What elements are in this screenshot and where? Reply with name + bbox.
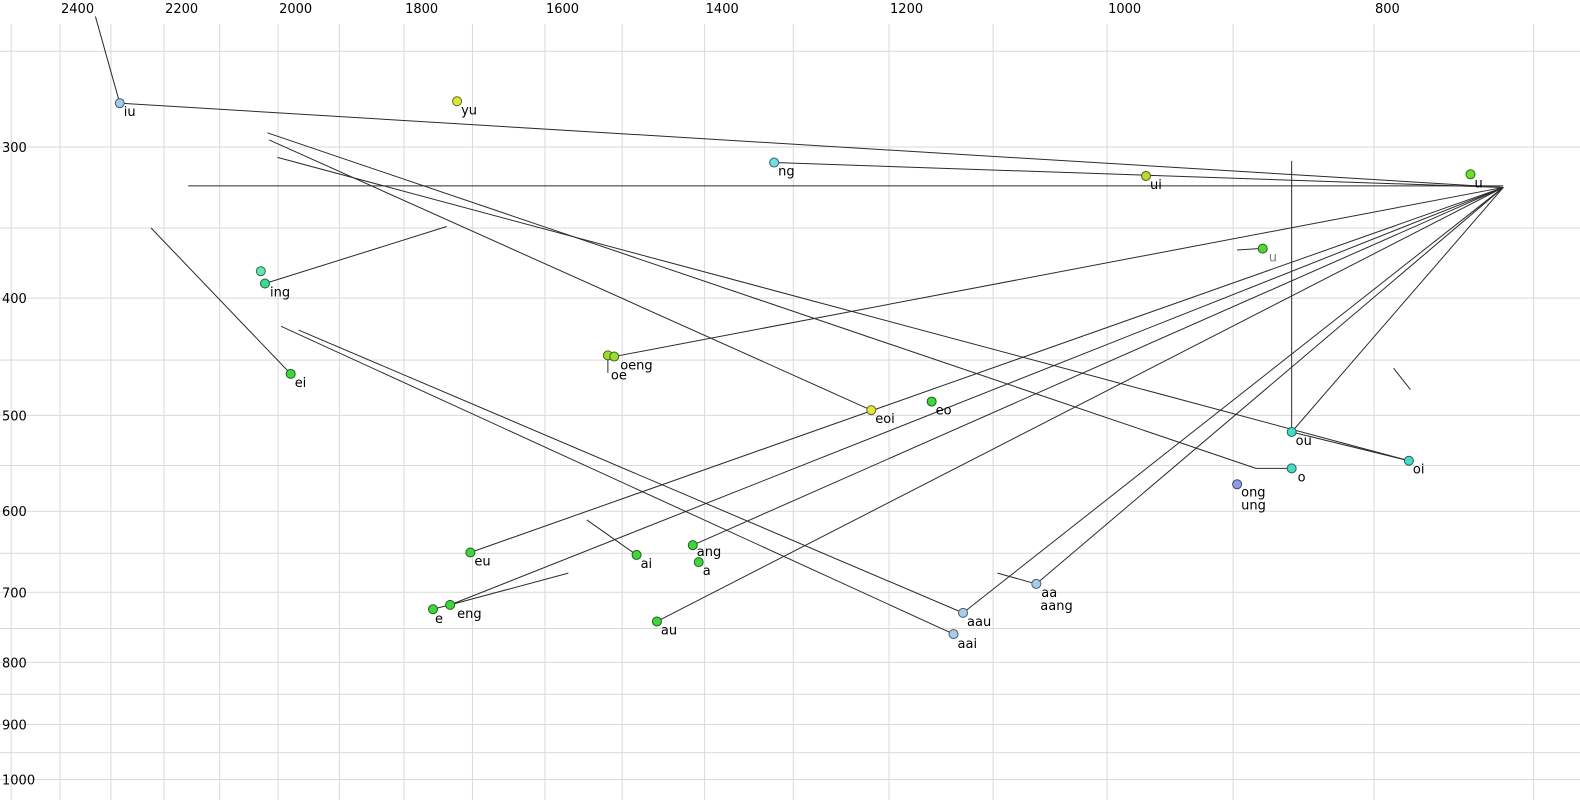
vowel-point-ang bbox=[687, 540, 698, 551]
vowel-label-a: a bbox=[703, 564, 711, 579]
vowel-label-ung: ung bbox=[1241, 498, 1266, 513]
vowel-point-iu bbox=[114, 98, 125, 109]
trajectory-line-ng-to-u bbox=[774, 162, 1504, 188]
trajectory-line-u2-connector bbox=[1237, 248, 1259, 251]
x-tick-label-1400: 1400 bbox=[706, 2, 739, 17]
vowel-label-e: e bbox=[435, 612, 443, 627]
vowel-point-aau bbox=[958, 607, 969, 618]
vowel-point-ou bbox=[1286, 426, 1297, 437]
vowel-label-aang: aang bbox=[1040, 599, 1072, 614]
vowel-point-ng bbox=[769, 157, 780, 168]
vowel-point-ei bbox=[285, 368, 296, 379]
vowel-point-u bbox=[1465, 169, 1476, 180]
x-tick-label-1200: 1200 bbox=[890, 2, 923, 17]
vowel-point-oi bbox=[1403, 455, 1414, 466]
trajectory-line-aa-stub bbox=[997, 572, 1037, 585]
vowel-point-oeng bbox=[609, 351, 620, 362]
trajectory-line-eoi-line bbox=[268, 139, 872, 411]
vowel-point-ing bbox=[259, 278, 270, 289]
x-tick-label-2000: 2000 bbox=[279, 2, 312, 17]
x-tick-label-800: 800 bbox=[1375, 2, 1400, 17]
trajectory-line-ei-line bbox=[150, 227, 292, 375]
vowel-label-u2: u bbox=[1269, 251, 1277, 266]
trajectory-line-oeng-to-u bbox=[614, 186, 1504, 358]
trajectory-line-eng-to-u bbox=[449, 186, 1504, 606]
y-tick-label-500: 500 bbox=[2, 409, 27, 424]
vowel-point-ui bbox=[1141, 170, 1152, 181]
trajectory-line-eng-short bbox=[450, 572, 569, 606]
trajectory-line-ai-line bbox=[586, 519, 637, 556]
trajectory-line-aau-line bbox=[298, 329, 964, 614]
trajectory-line-right-stub bbox=[1393, 367, 1411, 390]
trajectory-line-ou-to-u bbox=[1291, 187, 1504, 433]
vowel-label-aa: aa bbox=[1041, 586, 1057, 601]
vowel-label-ing: ing bbox=[270, 286, 290, 301]
vowel-point-ong bbox=[1232, 479, 1243, 490]
vowel-point-a bbox=[693, 557, 704, 568]
vowel-point-ing-upper bbox=[255, 266, 266, 277]
vowel-label-ei: ei bbox=[295, 376, 307, 391]
vowel-point-au bbox=[651, 616, 662, 627]
vowel-label-aau: aau bbox=[967, 615, 991, 630]
y-tick-label-700: 700 bbox=[2, 586, 27, 601]
vowel-point-o bbox=[1286, 463, 1297, 474]
trajectory-line-o-line bbox=[267, 132, 1257, 469]
trajectory-line-iu-to-u bbox=[119, 102, 1504, 188]
vowel-point-aa bbox=[1031, 578, 1042, 589]
vowel-label-ou: ou bbox=[1296, 434, 1312, 449]
vowel-point-eng bbox=[445, 599, 456, 610]
x-tick-label-1800: 1800 bbox=[405, 2, 438, 17]
trajectory-line-i-stub bbox=[94, 16, 121, 104]
y-tick-label-400: 400 bbox=[2, 292, 27, 307]
x-tick-label-2200: 2200 bbox=[165, 2, 198, 17]
vowel-label-yu: yu bbox=[461, 103, 477, 118]
trajectory-line-aa-to-u bbox=[1035, 187, 1504, 585]
vowel-label-ang: ang bbox=[697, 545, 721, 560]
y-tick-label-800: 800 bbox=[2, 656, 27, 671]
trajectory-line-au-to-u bbox=[656, 186, 1504, 622]
vowel-label-ng: ng bbox=[778, 165, 795, 180]
vowel-point-ai bbox=[631, 549, 642, 560]
vowel-label-eng: eng bbox=[457, 607, 482, 622]
vowel-point-eo bbox=[926, 396, 937, 407]
vowel-point-u2 bbox=[1257, 243, 1268, 254]
vowel-point-eoi bbox=[866, 405, 877, 416]
vowel-label-eo: eo bbox=[936, 404, 952, 419]
vowel-label-u: u bbox=[1474, 176, 1482, 191]
x-tick-label-1600: 1600 bbox=[546, 2, 579, 17]
x-tick-label-1000: 1000 bbox=[1108, 2, 1141, 17]
vowel-label-oe: oe bbox=[611, 368, 627, 383]
vowel-point-eu bbox=[465, 547, 476, 558]
vowel-label-ai: ai bbox=[641, 557, 653, 572]
vowel-label-o: o bbox=[1298, 470, 1306, 485]
y-tick-label-1000: 1000 bbox=[2, 774, 35, 789]
vowel-point-e bbox=[428, 604, 439, 615]
trajectory-line-ou-to-oi bbox=[1291, 431, 1410, 462]
trajectory-line-ang-to-u bbox=[692, 186, 1504, 546]
vowel-label-iu: iu bbox=[124, 105, 136, 120]
vowel-point-yu bbox=[452, 96, 463, 107]
vowel-label-eu: eu bbox=[474, 554, 490, 569]
x-tick-label-2400: 2400 bbox=[61, 2, 94, 17]
trajectory-line-ing-line bbox=[264, 226, 447, 284]
y-tick-label-900: 900 bbox=[2, 718, 27, 733]
vowel-label-au: au bbox=[661, 623, 677, 638]
vowel-label-oeng: oeng bbox=[620, 359, 652, 374]
vowel-label-ong: ong bbox=[1241, 485, 1265, 500]
y-tick-label-300: 300 bbox=[2, 141, 27, 156]
vowel-point-aai bbox=[948, 629, 959, 640]
vowel-label-aai: aai bbox=[958, 637, 978, 652]
trajectory-line-aau-to-u bbox=[962, 187, 1504, 614]
trajectory-line-aai-line bbox=[280, 325, 954, 635]
y-tick-label-600: 600 bbox=[2, 505, 27, 520]
vowel-label-ui: ui bbox=[1150, 178, 1162, 193]
vowel-label-oi: oi bbox=[1413, 463, 1425, 478]
vowel-label-eoi: eoi bbox=[875, 412, 895, 427]
